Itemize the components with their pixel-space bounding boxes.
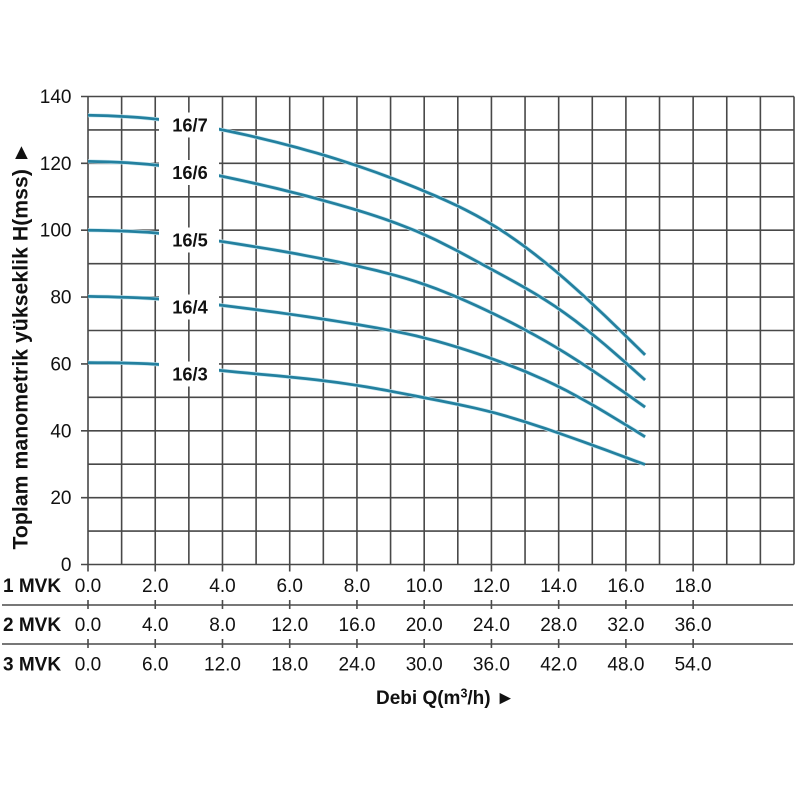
svg-text:18.0: 18.0 xyxy=(271,654,308,675)
svg-text:100: 100 xyxy=(40,221,72,242)
svg-text:0.0: 0.0 xyxy=(75,576,101,597)
svg-text:6.0: 6.0 xyxy=(276,576,302,597)
svg-text:16.0: 16.0 xyxy=(339,615,376,636)
svg-text:2.0: 2.0 xyxy=(142,576,168,597)
svg-text:Debi Q(m3/h) ►: Debi Q(m3/h) ► xyxy=(376,687,515,710)
svg-text:0: 0 xyxy=(61,555,72,576)
svg-text:16/3: 16/3 xyxy=(172,364,207,384)
svg-text:6.0: 6.0 xyxy=(142,654,168,675)
svg-text:12.0: 12.0 xyxy=(473,576,510,597)
svg-text:4.0: 4.0 xyxy=(142,615,168,636)
svg-text:1 MVK: 1 MVK xyxy=(3,576,61,597)
svg-text:42.0: 42.0 xyxy=(540,654,577,675)
svg-text:24.0: 24.0 xyxy=(473,615,510,636)
svg-text:80: 80 xyxy=(50,288,71,309)
svg-text:3 MVK: 3 MVK xyxy=(3,654,61,675)
svg-text:54.0: 54.0 xyxy=(675,654,712,675)
svg-text:36.0: 36.0 xyxy=(675,615,712,636)
svg-text:16/4: 16/4 xyxy=(172,297,208,317)
svg-text:140: 140 xyxy=(40,87,72,108)
svg-text:32.0: 32.0 xyxy=(607,615,644,636)
svg-text:16/6: 16/6 xyxy=(172,163,207,183)
svg-text:8.0: 8.0 xyxy=(344,576,370,597)
svg-text:60: 60 xyxy=(50,354,71,375)
svg-text:16.0: 16.0 xyxy=(607,576,644,597)
svg-text:2 MVK: 2 MVK xyxy=(3,615,61,636)
svg-text:16/5: 16/5 xyxy=(172,230,207,250)
svg-text:24.0: 24.0 xyxy=(339,654,376,675)
svg-text:12.0: 12.0 xyxy=(271,615,308,636)
svg-text:0.0: 0.0 xyxy=(75,654,101,675)
svg-text:0.0: 0.0 xyxy=(75,615,101,636)
svg-text:28.0: 28.0 xyxy=(540,615,577,636)
svg-text:36.0: 36.0 xyxy=(473,654,510,675)
svg-text:18.0: 18.0 xyxy=(675,576,712,597)
svg-text:4.0: 4.0 xyxy=(209,576,235,597)
svg-text:Toplam manometrik yükseklik H(: Toplam manometrik yükseklik H(mss) ► xyxy=(10,142,33,549)
svg-text:12.0: 12.0 xyxy=(204,654,241,675)
svg-text:40: 40 xyxy=(50,421,71,442)
svg-text:8.0: 8.0 xyxy=(209,615,235,636)
svg-text:120: 120 xyxy=(40,154,72,175)
svg-text:20.0: 20.0 xyxy=(406,615,443,636)
svg-text:16/7: 16/7 xyxy=(172,115,207,135)
svg-text:30.0: 30.0 xyxy=(406,654,443,675)
svg-text:20: 20 xyxy=(50,488,71,509)
svg-text:14.0: 14.0 xyxy=(540,576,577,597)
svg-text:48.0: 48.0 xyxy=(607,654,644,675)
svg-text:10.0: 10.0 xyxy=(406,576,443,597)
